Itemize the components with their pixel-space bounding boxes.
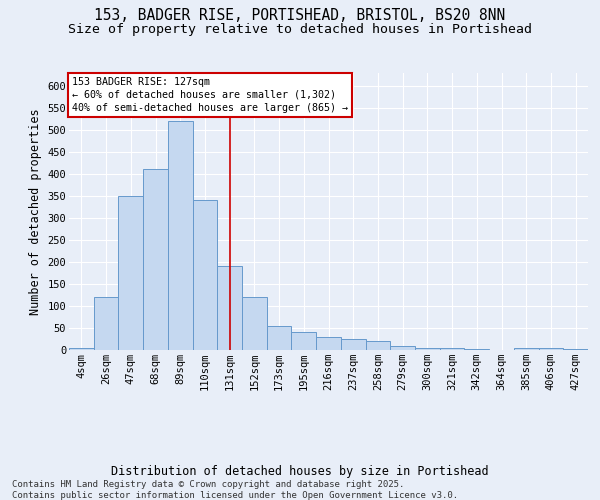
Bar <box>365 341 390 350</box>
Bar <box>143 170 168 350</box>
Text: 153, BADGER RISE, PORTISHEAD, BRISTOL, BS20 8NN: 153, BADGER RISE, PORTISHEAD, BRISTOL, B… <box>94 8 506 22</box>
Bar <box>440 348 464 350</box>
Bar <box>563 349 588 350</box>
Text: Size of property relative to detached houses in Portishead: Size of property relative to detached ho… <box>68 22 532 36</box>
Bar <box>242 297 267 350</box>
Bar <box>316 337 341 350</box>
Bar <box>69 348 94 350</box>
Text: Contains HM Land Registry data © Crown copyright and database right 2025.
Contai: Contains HM Land Registry data © Crown c… <box>12 480 458 500</box>
Bar <box>267 326 292 350</box>
Text: Distribution of detached houses by size in Portishead: Distribution of detached houses by size … <box>111 464 489 477</box>
Bar <box>217 266 242 350</box>
Bar <box>341 339 365 350</box>
Bar <box>464 349 489 350</box>
Bar <box>390 346 415 350</box>
Bar <box>292 332 316 350</box>
Bar <box>193 200 217 350</box>
Bar <box>415 348 440 350</box>
Bar <box>94 297 118 350</box>
Bar <box>168 121 193 350</box>
Bar <box>118 196 143 350</box>
Text: 153 BADGER RISE: 127sqm
← 60% of detached houses are smaller (1,302)
40% of semi: 153 BADGER RISE: 127sqm ← 60% of detache… <box>71 76 347 113</box>
Y-axis label: Number of detached properties: Number of detached properties <box>29 108 42 314</box>
Bar <box>514 348 539 350</box>
Bar <box>539 348 563 350</box>
